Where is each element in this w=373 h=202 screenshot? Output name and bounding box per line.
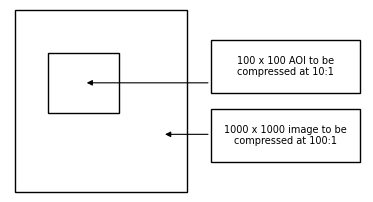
Text: 100 x 100 AOI to be
compressed at 10:1: 100 x 100 AOI to be compressed at 10:1 <box>237 56 334 77</box>
Bar <box>211 40 360 93</box>
Bar <box>15 10 186 192</box>
Bar <box>48 53 119 113</box>
Text: 1000 x 1000 image to be
compressed at 100:1: 1000 x 1000 image to be compressed at 10… <box>224 125 347 146</box>
Bar <box>211 109 360 162</box>
